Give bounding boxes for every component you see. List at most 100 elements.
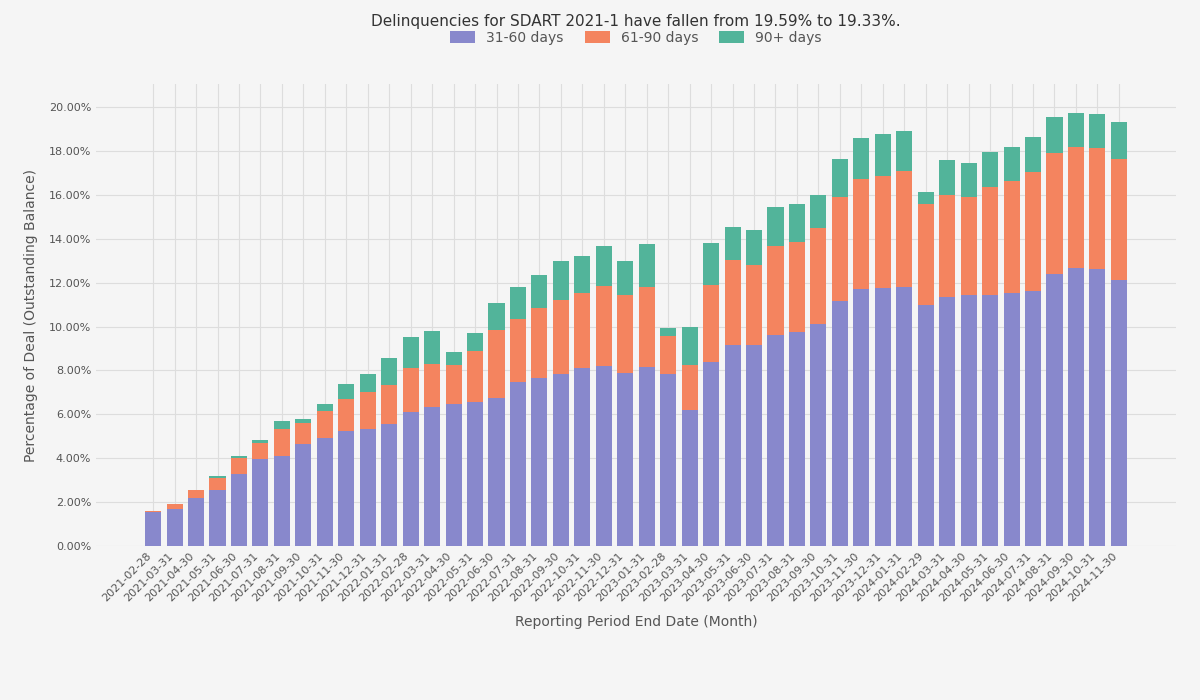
Bar [875, 176, 890, 288]
Bar [1111, 281, 1127, 546]
Bar [532, 378, 547, 546]
Title: Delinquencies for SDART 2021-1 have fallen from 19.59% to 19.33%.: Delinquencies for SDART 2021-1 have fall… [371, 14, 901, 29]
Bar [553, 374, 569, 546]
Bar [488, 330, 504, 398]
Bar [317, 405, 332, 411]
Bar [274, 456, 290, 546]
Bar [382, 358, 397, 385]
Bar [982, 187, 998, 295]
Bar [424, 364, 440, 407]
Bar [252, 459, 269, 546]
Bar [403, 337, 419, 368]
Bar [210, 478, 226, 490]
Bar [274, 421, 290, 428]
Bar [295, 444, 312, 546]
Bar [1068, 113, 1084, 146]
Bar [1025, 136, 1042, 172]
Bar [1090, 270, 1105, 546]
Bar [960, 197, 977, 295]
Bar [638, 367, 655, 546]
Bar [338, 430, 354, 546]
Bar [403, 368, 419, 412]
Bar [853, 179, 869, 289]
Bar [832, 197, 848, 301]
Bar [553, 260, 569, 300]
Bar [746, 265, 762, 345]
Bar [875, 288, 890, 546]
Bar [382, 385, 397, 424]
Bar [445, 352, 462, 365]
Bar [768, 335, 784, 546]
Bar [725, 227, 740, 260]
Bar [788, 242, 805, 332]
Bar [788, 204, 805, 242]
Bar [488, 304, 504, 330]
Bar [1003, 146, 1020, 181]
Bar [940, 160, 955, 195]
Bar [1090, 113, 1105, 148]
Bar [810, 324, 827, 546]
Bar [617, 295, 634, 372]
Bar [940, 297, 955, 546]
Bar [445, 365, 462, 405]
Bar [553, 300, 569, 374]
Bar [145, 512, 161, 546]
Y-axis label: Percentage of Deal (Outstanding Balance): Percentage of Deal (Outstanding Balance) [24, 169, 37, 461]
Bar [638, 244, 655, 287]
Bar [252, 443, 269, 459]
Bar [424, 407, 440, 546]
Bar [1025, 172, 1042, 291]
Bar [982, 152, 998, 187]
Bar [682, 410, 697, 546]
Bar [940, 195, 955, 297]
Bar [1068, 146, 1084, 268]
Bar [595, 366, 612, 546]
Bar [510, 287, 526, 318]
Bar [488, 398, 504, 546]
Bar [703, 362, 719, 546]
Bar [918, 204, 934, 304]
Bar [230, 458, 247, 474]
Bar [403, 412, 419, 546]
Bar [788, 332, 805, 546]
Bar [918, 192, 934, 204]
Bar [467, 402, 484, 546]
Bar [725, 345, 740, 546]
Bar [746, 230, 762, 265]
Legend: 31-60 days, 61-90 days, 90+ days: 31-60 days, 61-90 days, 90+ days [450, 31, 822, 45]
Bar [575, 256, 590, 293]
Bar [1111, 159, 1127, 281]
Bar [660, 374, 677, 546]
Bar [424, 331, 440, 364]
Bar [896, 287, 912, 546]
Bar [960, 295, 977, 546]
Bar [768, 207, 784, 246]
Bar [167, 509, 182, 546]
Bar [467, 351, 484, 402]
Bar [338, 384, 354, 399]
Bar [660, 328, 677, 337]
Bar [617, 372, 634, 546]
Bar [274, 428, 290, 456]
Bar [575, 368, 590, 546]
Bar [1046, 153, 1062, 274]
Bar [853, 138, 869, 179]
Bar [360, 393, 376, 428]
Bar [595, 286, 612, 366]
Bar [1046, 117, 1062, 153]
Bar [682, 326, 697, 365]
Bar [532, 275, 547, 308]
Bar [1090, 148, 1105, 270]
Bar [295, 423, 312, 444]
Bar [703, 285, 719, 362]
Bar [210, 476, 226, 478]
Bar [1025, 291, 1042, 546]
Bar [532, 308, 547, 378]
Bar [660, 337, 677, 374]
Bar [338, 399, 354, 430]
Bar [832, 159, 848, 197]
Bar [510, 318, 526, 382]
Bar [853, 289, 869, 546]
Bar [1111, 122, 1127, 159]
Bar [896, 131, 912, 171]
